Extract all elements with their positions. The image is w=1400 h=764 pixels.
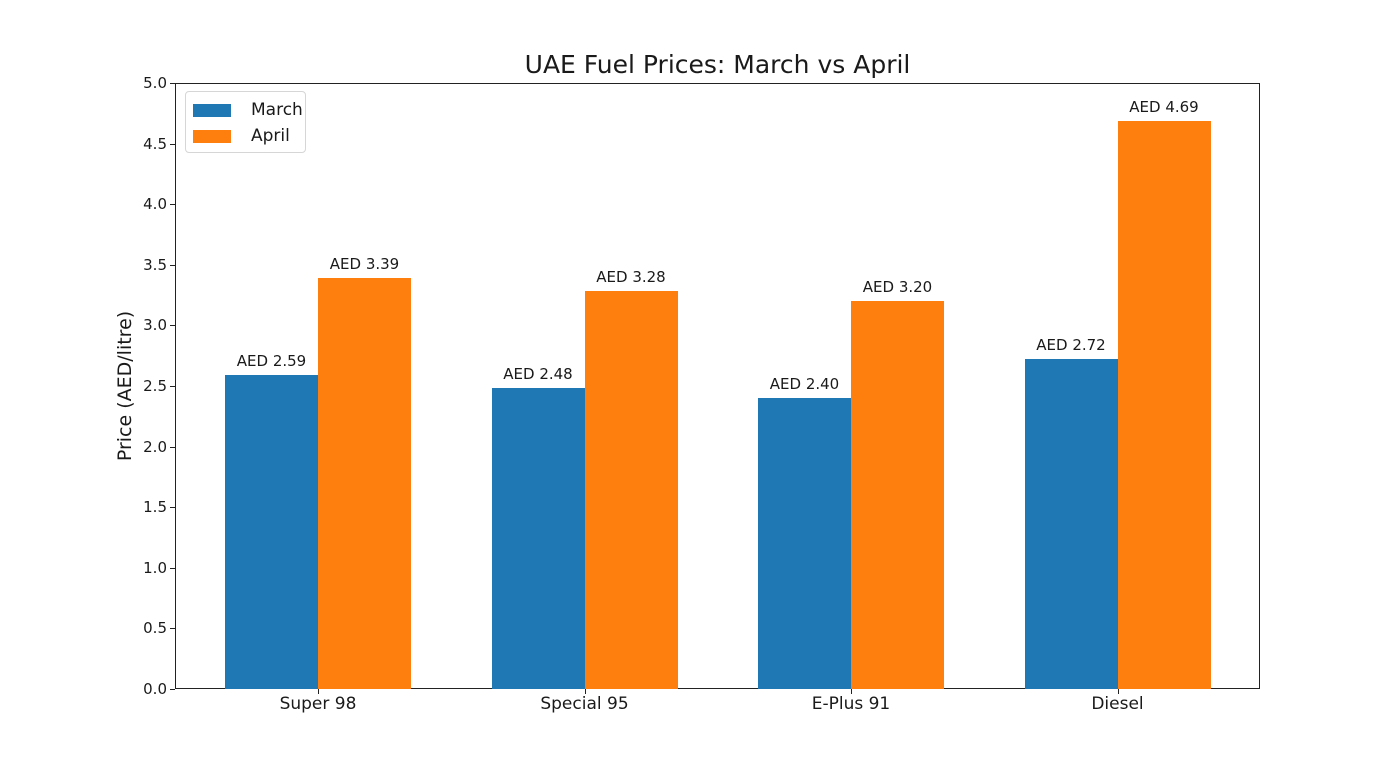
y-tick-label: 3.0 <box>143 316 167 335</box>
legend-item-april: April <box>193 126 290 146</box>
bar-march <box>225 375 318 689</box>
bar-april <box>1117 120 1211 689</box>
bar-value-label: AED 3.28 <box>596 268 666 287</box>
bar-value-label: AED 2.59 <box>236 352 307 371</box>
chart-title: UAE Fuel Prices: March vs April <box>524 50 911 79</box>
y-tick-label: 2.0 <box>143 437 167 456</box>
plot-area <box>175 83 1260 689</box>
bar-march <box>758 398 851 689</box>
y-tick-mark <box>170 507 175 509</box>
legend-label: March <box>251 100 303 120</box>
legend-swatch-march <box>193 103 231 117</box>
bar-april <box>318 278 411 689</box>
bar-march <box>491 388 585 689</box>
x-tick-label: Diesel <box>1091 694 1144 714</box>
x-tick-label: E-Plus 91 <box>811 694 891 714</box>
y-tick-label: 5.0 <box>143 74 167 92</box>
y-tick-label: 4.0 <box>143 195 167 214</box>
x-tick-label: Special 95 <box>540 694 629 714</box>
y-tick-mark <box>170 628 175 630</box>
x-tick-mark <box>851 689 852 694</box>
bar-value-label: AED 2.72 <box>1036 336 1106 355</box>
bar-value-label: AED 2.40 <box>769 375 840 394</box>
y-tick-label: 2.5 <box>143 377 167 395</box>
bar-value-label: AED 3.39 <box>329 255 400 274</box>
x-tick-mark <box>1117 689 1119 694</box>
y-tick-mark <box>170 204 175 206</box>
y-tick-mark <box>170 325 175 327</box>
y-tick-label: 3.5 <box>143 255 167 274</box>
legend: March April <box>185 91 306 153</box>
x-tick-label: Super 98 <box>279 694 357 714</box>
y-tick-label: 0.5 <box>143 619 167 638</box>
y-tick-mark <box>170 83 175 84</box>
legend-swatch-april <box>193 129 231 143</box>
bar-value-label: AED 3.20 <box>862 278 933 297</box>
bar-value-label: AED 4.69 <box>1129 97 1199 116</box>
y-tick-mark <box>170 567 175 569</box>
y-tick-mark <box>170 689 175 690</box>
y-tick-mark <box>170 143 175 145</box>
x-tick-mark <box>318 689 319 694</box>
legend-item-march: March <box>193 100 303 120</box>
bar-april <box>851 301 944 689</box>
bar-april <box>584 291 678 689</box>
x-tick-mark <box>584 689 586 694</box>
y-tick-label: 1.5 <box>143 498 167 517</box>
y-tick-label: 0.0 <box>143 680 167 698</box>
bar-value-label: AED 2.48 <box>503 365 573 384</box>
legend-label: April <box>251 126 290 146</box>
y-tick-mark <box>170 446 175 448</box>
bar-march <box>1024 359 1118 689</box>
y-tick-mark <box>170 386 175 387</box>
y-tick-mark <box>170 264 175 266</box>
y-tick-label: 4.5 <box>143 134 167 153</box>
y-tick-label: 1.0 <box>143 558 167 577</box>
